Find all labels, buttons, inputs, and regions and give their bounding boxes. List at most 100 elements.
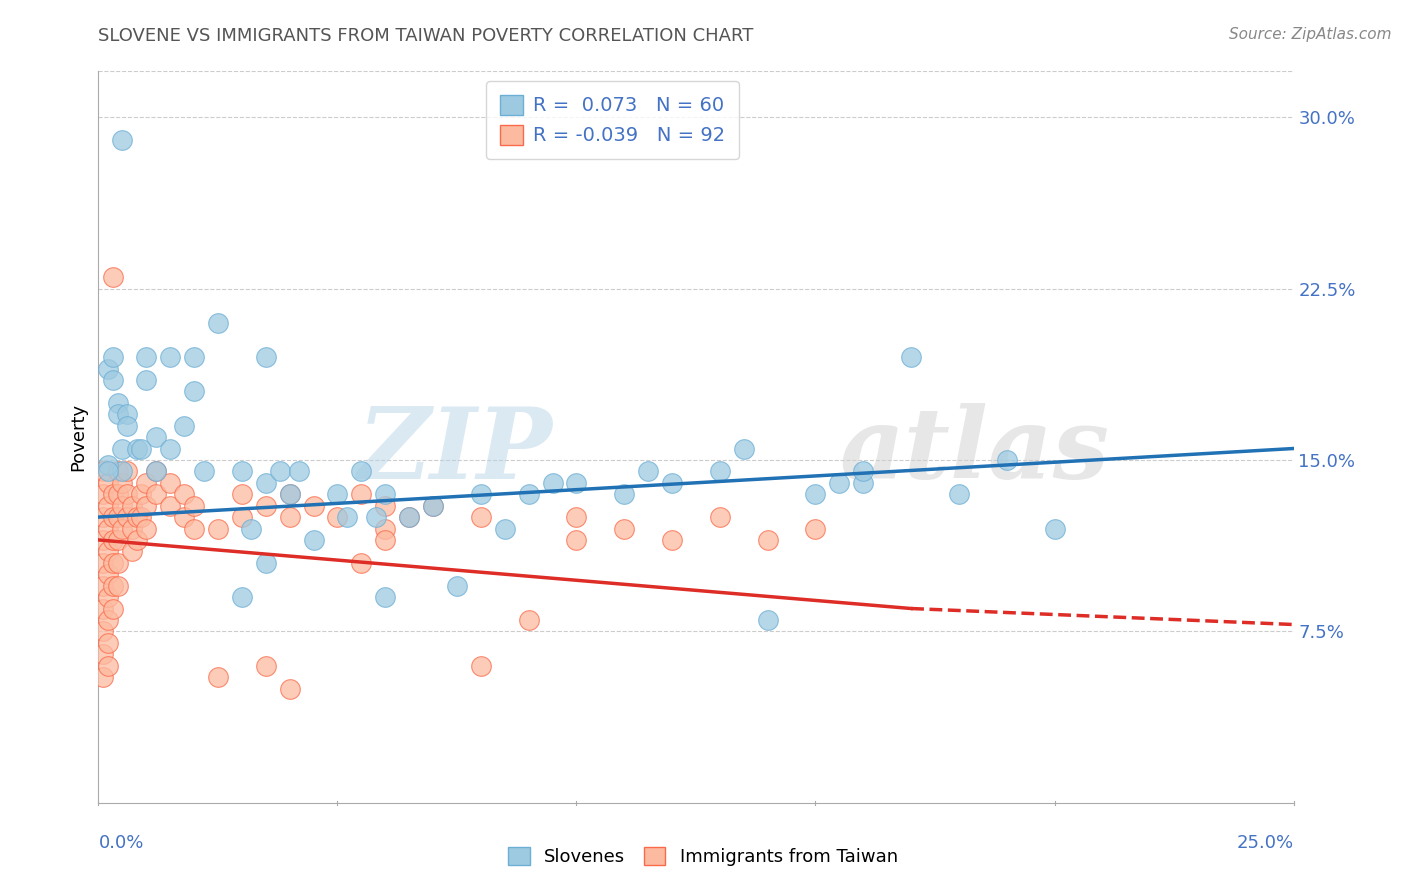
Point <box>97 458 120 472</box>
Point <box>336 510 359 524</box>
Point <box>159 499 181 513</box>
Y-axis label: Poverty: Poverty <box>69 403 87 471</box>
Point <box>254 499 277 513</box>
Legend: Slovenes, Immigrants from Taiwan: Slovenes, Immigrants from Taiwan <box>501 839 905 873</box>
Point <box>131 442 153 456</box>
Point <box>115 418 138 433</box>
Point <box>101 487 124 501</box>
Point <box>517 487 540 501</box>
Point <box>374 590 396 604</box>
Point <box>804 521 827 535</box>
Point <box>111 499 134 513</box>
Point <box>231 590 253 604</box>
Point <box>302 533 325 547</box>
Point <box>121 521 143 535</box>
Point <box>107 579 129 593</box>
Point <box>107 464 129 478</box>
Point <box>145 430 167 444</box>
Point <box>254 475 277 490</box>
Point <box>422 499 444 513</box>
Point <box>97 361 120 376</box>
Point <box>91 464 114 478</box>
Point <box>97 590 120 604</box>
Point <box>91 670 114 684</box>
Point <box>756 613 779 627</box>
Point <box>565 510 588 524</box>
Point <box>101 601 124 615</box>
Point <box>173 510 195 524</box>
Point <box>173 418 195 433</box>
Point <box>121 544 143 558</box>
Point <box>565 533 588 547</box>
Point <box>470 658 492 673</box>
Point <box>900 350 922 364</box>
Point <box>115 407 138 421</box>
Point <box>756 533 779 547</box>
Point <box>111 521 134 535</box>
Point <box>733 442 755 456</box>
Point <box>326 487 349 501</box>
Point <box>91 601 114 615</box>
Point <box>183 384 205 399</box>
Point <box>278 510 301 524</box>
Point <box>107 533 129 547</box>
Point <box>131 487 153 501</box>
Point <box>398 510 420 524</box>
Point <box>374 499 396 513</box>
Point <box>107 510 129 524</box>
Point <box>101 350 124 364</box>
Point <box>111 133 134 147</box>
Point <box>565 475 588 490</box>
Point <box>115 510 138 524</box>
Point <box>278 681 301 696</box>
Point <box>828 475 851 490</box>
Text: 0.0%: 0.0% <box>98 834 143 852</box>
Point <box>135 350 157 364</box>
Text: ZIP: ZIP <box>357 403 553 500</box>
Point <box>350 464 373 478</box>
Point <box>91 556 114 570</box>
Point <box>91 624 114 639</box>
Point <box>231 510 253 524</box>
Point <box>613 521 636 535</box>
Text: 25.0%: 25.0% <box>1236 834 1294 852</box>
Point <box>145 464 167 478</box>
Point <box>254 350 277 364</box>
Point <box>107 407 129 421</box>
Point <box>107 487 129 501</box>
Point <box>101 533 124 547</box>
Point <box>183 499 205 513</box>
Point <box>661 533 683 547</box>
Point <box>422 499 444 513</box>
Point <box>91 579 114 593</box>
Point <box>159 350 181 364</box>
Point <box>470 487 492 501</box>
Point <box>97 613 120 627</box>
Point <box>125 442 148 456</box>
Text: atlas: atlas <box>839 403 1109 500</box>
Point <box>159 442 181 456</box>
Point <box>107 396 129 410</box>
Point <box>107 556 129 570</box>
Point <box>637 464 659 478</box>
Point <box>145 464 167 478</box>
Point <box>97 567 120 582</box>
Point <box>183 350 205 364</box>
Point <box>121 499 143 513</box>
Point <box>326 510 349 524</box>
Point <box>101 373 124 387</box>
Point <box>207 670 229 684</box>
Point <box>91 510 114 524</box>
Point <box>852 475 875 490</box>
Point <box>254 658 277 673</box>
Point <box>517 613 540 627</box>
Point <box>91 647 114 661</box>
Point <box>278 487 301 501</box>
Point <box>350 487 373 501</box>
Point <box>101 579 124 593</box>
Point <box>288 464 311 478</box>
Point <box>97 521 120 535</box>
Point <box>125 510 148 524</box>
Point <box>97 658 120 673</box>
Point <box>115 487 138 501</box>
